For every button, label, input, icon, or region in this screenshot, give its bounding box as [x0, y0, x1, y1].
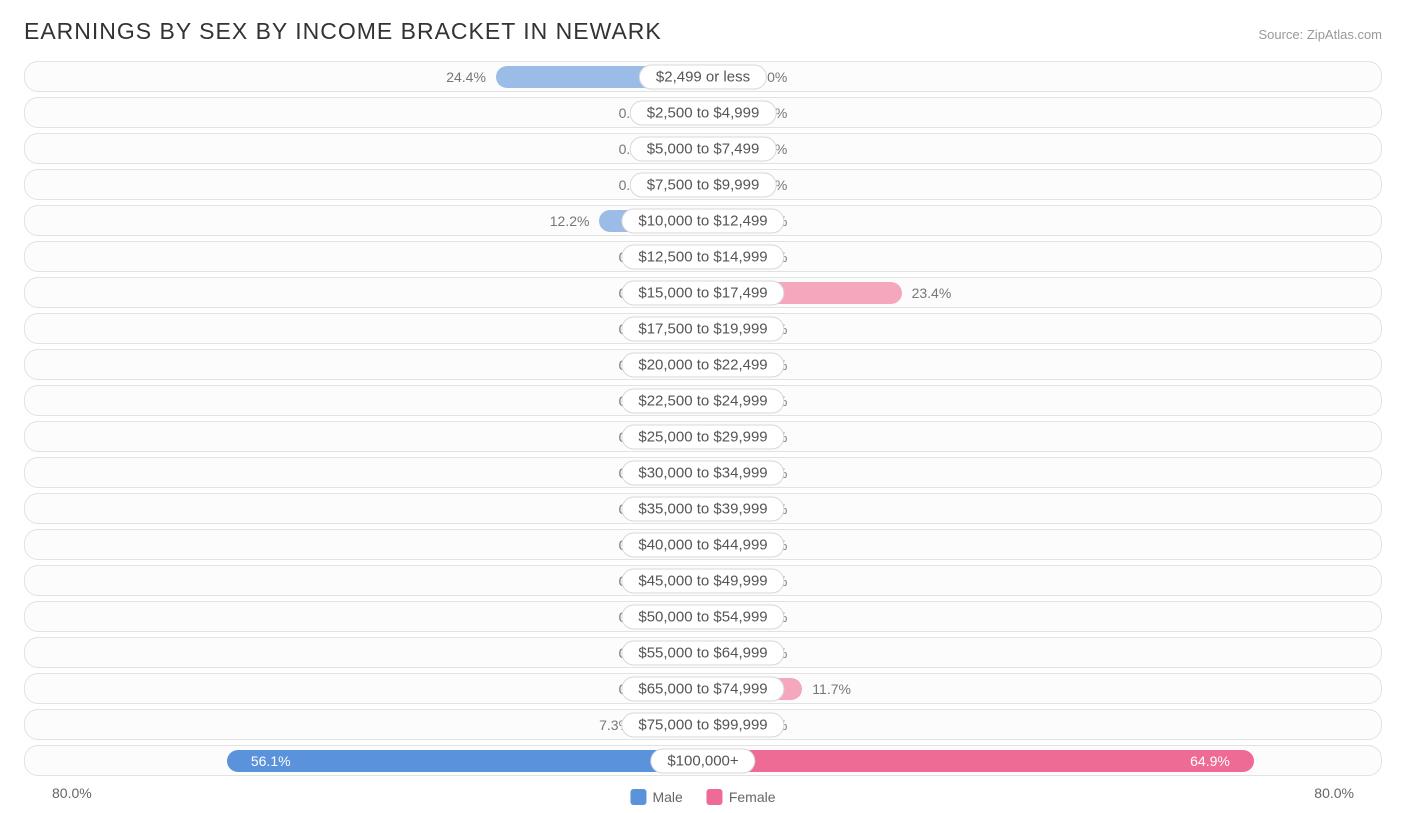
chart-row: 0.0%11.7%$65,000 to $74,999 [24, 671, 1382, 706]
chart-row: 0.0%0.0%$7,500 to $9,999 [24, 167, 1382, 202]
category-label: $20,000 to $22,499 [621, 352, 784, 377]
chart-row: 0.0%0.0%$17,500 to $19,999 [24, 311, 1382, 346]
chart-header: EARNINGS BY SEX BY INCOME BRACKET IN NEW… [24, 18, 1382, 45]
category-label: $12,500 to $14,999 [621, 244, 784, 269]
chart-row: 0.0%0.0%$45,000 to $49,999 [24, 563, 1382, 598]
category-label: $2,500 to $4,999 [630, 100, 777, 125]
chart-row: 12.2%0.0%$10,000 to $12,499 [24, 203, 1382, 238]
category-label: $17,500 to $19,999 [621, 316, 784, 341]
legend-female-label: Female [729, 789, 776, 805]
category-label: $22,500 to $24,999 [621, 388, 784, 413]
chart-row: 0.0%0.0%$2,500 to $4,999 [24, 95, 1382, 130]
category-label: $5,000 to $7,499 [630, 136, 777, 161]
chart-row: 0.0%0.0%$35,000 to $39,999 [24, 491, 1382, 526]
category-label: $35,000 to $39,999 [621, 496, 784, 521]
male-value-label: 12.2% [540, 213, 600, 229]
chart-title: EARNINGS BY SEX BY INCOME BRACKET IN NEW… [24, 18, 662, 45]
category-label: $65,000 to $74,999 [621, 676, 784, 701]
category-label: $55,000 to $64,999 [621, 640, 784, 665]
chart-row: 0.0%0.0%$25,000 to $29,999 [24, 419, 1382, 454]
chart-row: 0.0%23.4%$15,000 to $17,499 [24, 275, 1382, 310]
chart-row: 0.0%0.0%$22,500 to $24,999 [24, 383, 1382, 418]
female-value-label: 64.9% [1180, 753, 1240, 769]
category-label: $25,000 to $29,999 [621, 424, 784, 449]
category-label: $40,000 to $44,999 [621, 532, 784, 557]
category-label: $10,000 to $12,499 [621, 208, 784, 233]
chart-row: 0.0%0.0%$20,000 to $22,499 [24, 347, 1382, 382]
category-label: $75,000 to $99,999 [621, 712, 784, 737]
category-label: $7,500 to $9,999 [630, 172, 777, 197]
legend-male: Male [630, 789, 682, 805]
axis-left-label: 80.0% [52, 785, 92, 801]
chart-row: 24.4%0.0%$2,499 or less [24, 59, 1382, 94]
chart-row: 0.0%0.0%$5,000 to $7,499 [24, 131, 1382, 166]
legend-female: Female [707, 789, 776, 805]
axis-right-label: 80.0% [1314, 785, 1354, 801]
female-bar: 64.9% [703, 750, 1254, 772]
legend-male-label: Male [652, 789, 682, 805]
category-label: $100,000+ [650, 748, 755, 773]
category-label: $30,000 to $34,999 [621, 460, 784, 485]
male-swatch [630, 789, 646, 805]
chart-row: 0.0%0.0%$50,000 to $54,999 [24, 599, 1382, 634]
category-label: $45,000 to $49,999 [621, 568, 784, 593]
chart-row: 0.0%0.0%$12,500 to $14,999 [24, 239, 1382, 274]
male-value-label: 24.4% [436, 69, 496, 85]
chart-row: 7.3%0.0%$75,000 to $99,999 [24, 707, 1382, 742]
chart-row: 0.0%0.0%$40,000 to $44,999 [24, 527, 1382, 562]
chart-source: Source: ZipAtlas.com [1258, 27, 1382, 42]
female-value-label: 11.7% [802, 681, 861, 697]
chart-row: 56.1% 64.9% $100,000+ [24, 743, 1382, 778]
category-label: $15,000 to $17,499 [621, 280, 784, 305]
category-label: $50,000 to $54,999 [621, 604, 784, 629]
category-label: $2,499 or less [639, 64, 767, 89]
chart-row: 0.0%0.0%$55,000 to $64,999 [24, 635, 1382, 670]
female-value-label: 23.4% [902, 285, 962, 301]
chart-area: 24.4%0.0%$2,499 or less0.0%0.0%$2,500 to… [24, 59, 1382, 778]
chart-row: 0.0%0.0%$30,000 to $34,999 [24, 455, 1382, 490]
legend: Male Female [630, 789, 775, 805]
female-swatch [707, 789, 723, 805]
male-bar: 56.1% [227, 750, 703, 772]
male-value-label: 56.1% [241, 753, 301, 769]
